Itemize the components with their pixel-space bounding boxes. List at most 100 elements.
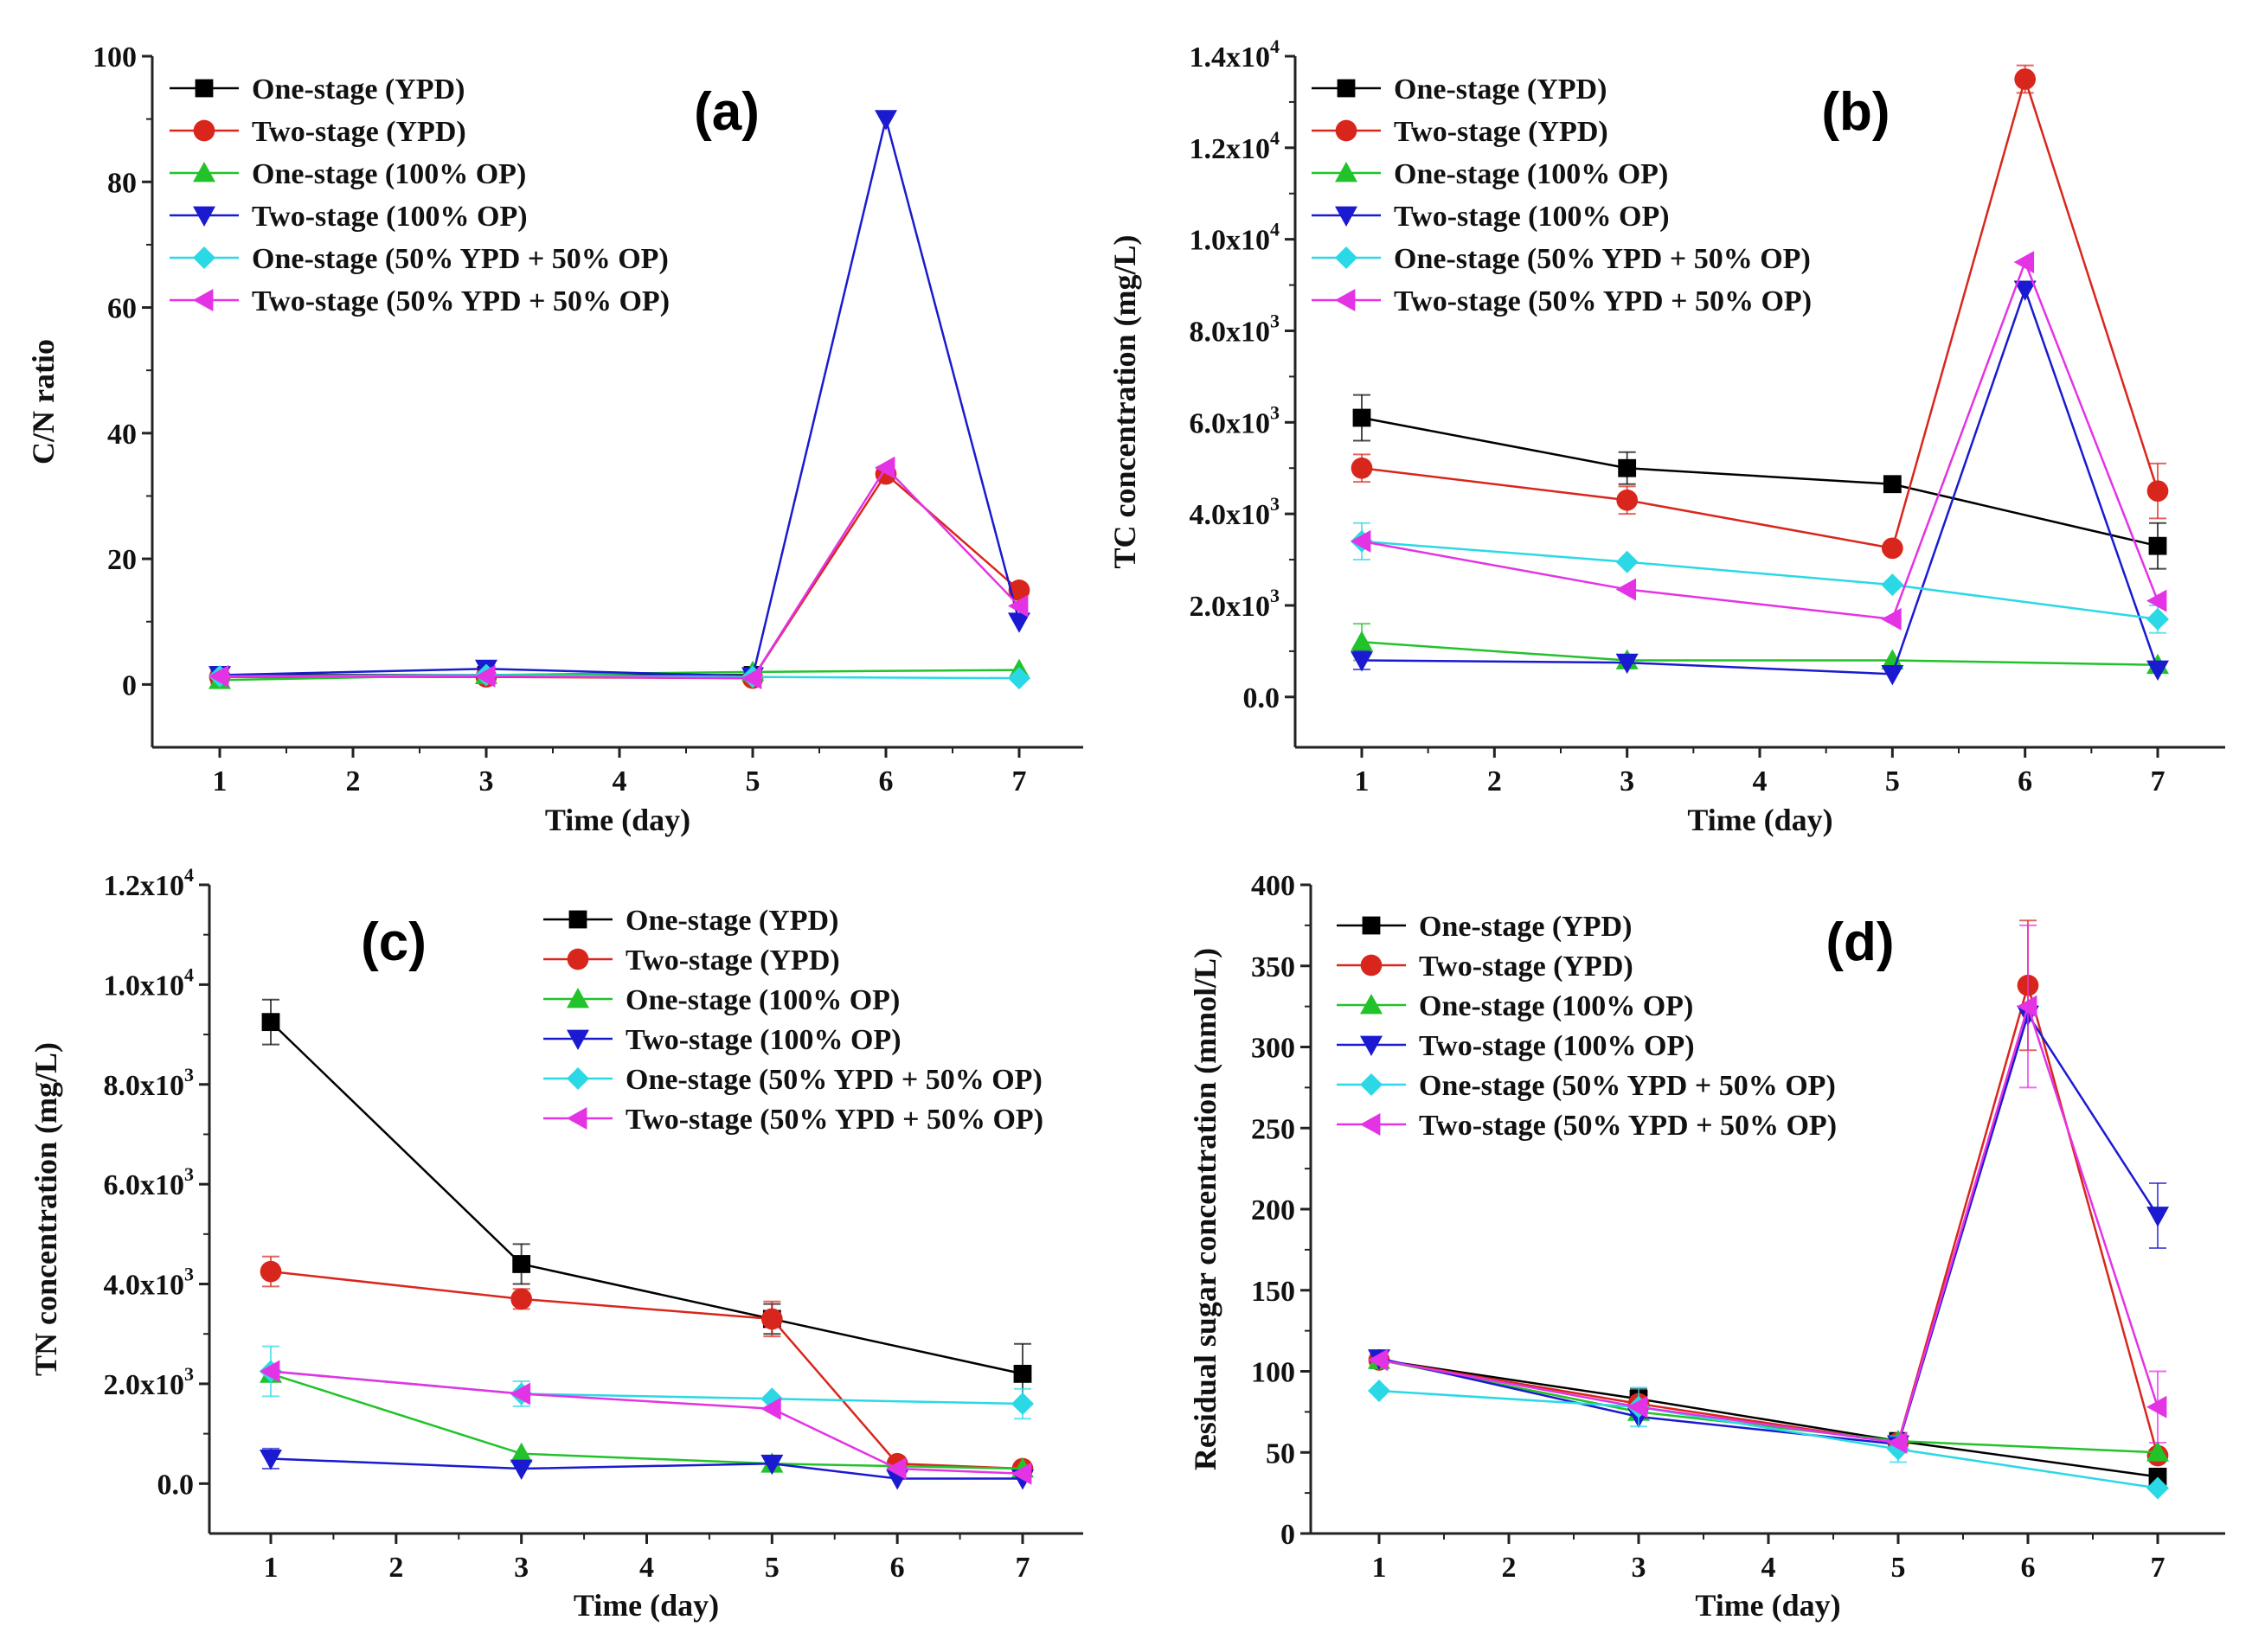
y-tick-exponent: 3 <box>1270 585 1280 606</box>
x-tick-label: 2 <box>346 765 361 797</box>
y-tick-label: 300 <box>1251 1033 1295 1065</box>
legend: One-stage (YPD) Two-stage (YPD) One-stage … <box>1312 74 1812 317</box>
data-point <box>1881 649 1904 669</box>
data-point <box>2146 1395 2167 1418</box>
legend-marker <box>1360 1113 1381 1136</box>
series-1 <box>261 998 1032 1405</box>
series-3 <box>209 658 1030 689</box>
legend-marker <box>567 948 589 970</box>
data-point <box>760 1308 783 1330</box>
panel-label: (a) <box>694 82 760 142</box>
y-tick-label: 1.4x104 <box>1190 35 1280 74</box>
panel-label: (d) <box>1825 912 1894 972</box>
data-point <box>875 110 897 131</box>
data-point <box>2017 995 2037 1018</box>
panel-label: (c) <box>361 912 427 972</box>
y-axis-title: C/N ratio <box>26 339 61 464</box>
series-2 <box>1351 64 2169 560</box>
series-4 <box>1351 280 2169 686</box>
legend-entry: One-stage (100% OP) <box>626 984 900 1016</box>
series-line <box>1361 416 2159 547</box>
y-tick-label: 200 <box>1251 1194 1295 1226</box>
x-tick-label: 5 <box>746 765 760 797</box>
x-axis-title: Time (day) <box>574 1588 719 1623</box>
series-line <box>1378 1359 2159 1454</box>
y-tick-label: 1.0x104 <box>1190 219 1280 257</box>
y-tick-label: 350 <box>1251 951 1295 983</box>
panel-label: (b) <box>1821 82 1890 142</box>
legend-marker <box>1337 79 1356 98</box>
y-tick-exponent: 3 <box>184 1363 194 1385</box>
data-point <box>760 1454 784 1476</box>
series-4 <box>209 110 1030 688</box>
x-tick-label: 3 <box>1620 765 1634 797</box>
x-tick-label: 6 <box>2021 1552 2036 1584</box>
legend-entry: Two-stage (100% OP) <box>1419 1030 1695 1062</box>
x-tick-label: 5 <box>765 1552 780 1584</box>
x-tick-label: 1 <box>1372 1552 1387 1584</box>
legend-entry: Two-stage (50% YPD + 50% OP) <box>1394 285 1812 317</box>
y-tick-label: 50 <box>1266 1437 1295 1470</box>
legend-marker <box>193 289 214 311</box>
x-tick-label: 2 <box>388 1552 403 1584</box>
series-line <box>1361 540 2159 621</box>
data-point <box>1351 651 1373 672</box>
y-tick-label: 1.0x104 <box>104 964 195 1002</box>
legend-marker <box>1360 1073 1383 1096</box>
legend-entry: One-stage (50% YPD + 50% OP) <box>626 1064 1043 1096</box>
x-tick-label: 6 <box>2018 765 2032 797</box>
legend-marker <box>567 988 589 1008</box>
data-point <box>1881 573 1904 597</box>
legend-entry: Two-stage (YPD) <box>1394 116 1608 148</box>
series-3 <box>1351 623 2169 675</box>
y-tick-exponent: 4 <box>1270 219 1280 240</box>
data-point <box>1011 1393 1034 1415</box>
data-point <box>2013 251 2035 274</box>
series-line <box>220 465 1020 680</box>
y-tick-label: 400 <box>1251 870 1295 902</box>
data-point <box>1368 1380 1390 1402</box>
panel-d: 0 50 100 150 200 250 300 350 400 1 2 3 4 5 6 7 Time (day… <box>1188 870 2225 1623</box>
panel-c: 0.0 2.0x103 4.0x103 6.0x103 8.0x103 1.0x104 1.… <box>29 864 1083 1623</box>
legend-entry: Two-stage (100% OP) <box>626 1024 902 1056</box>
data-point <box>475 664 496 688</box>
x-tick-label: 3 <box>479 765 494 797</box>
data-point <box>741 667 762 690</box>
series-3 <box>1368 1348 2169 1462</box>
data-point <box>760 1397 781 1420</box>
y-axis-title: TN concentration (mg/L) <box>29 1042 63 1376</box>
series-5 <box>1368 1380 2169 1500</box>
y-tick-exponent: 4 <box>184 964 194 985</box>
data-point <box>2148 1467 2167 1486</box>
data-point <box>1368 1348 1389 1372</box>
y-tick-label: 250 <box>1251 1113 1295 1145</box>
legend-entry: One-stage (50% YPD + 50% OP) <box>1394 243 1811 275</box>
legend-entry: One-stage (100% OP) <box>1419 990 1693 1022</box>
data-point <box>2146 607 2169 631</box>
y-tick-label: 60 <box>107 293 137 325</box>
y-tick-label: 8.0x103 <box>1190 310 1280 348</box>
series-1 <box>1370 1350 2167 1486</box>
y-tick-exponent: 3 <box>184 1163 194 1185</box>
x-tick-label: 3 <box>514 1552 529 1584</box>
data-point <box>261 1013 280 1032</box>
x-tick-label: 7 <box>2151 1552 2166 1584</box>
data-point <box>1351 631 1373 651</box>
panel-b: 0.0 2.0x103 4.0x103 6.0x103 8.0x103 1.0x104 1.… <box>1107 35 2225 837</box>
data-point <box>886 1457 907 1480</box>
y-tick-exponent: 3 <box>184 1064 194 1085</box>
x-tick-label: 6 <box>890 1552 905 1584</box>
data-point <box>1618 458 1637 477</box>
x-tick-label: 3 <box>1632 1552 1646 1584</box>
data-point <box>1008 667 1030 690</box>
data-point <box>1352 408 1371 427</box>
series-line <box>1378 1389 2159 1489</box>
y-tick-label: 4.0x103 <box>104 1264 195 1302</box>
data-point <box>260 1450 282 1470</box>
y-tick-label: 20 <box>107 544 137 576</box>
x-tick-label: 4 <box>613 765 627 797</box>
legend-entry: One-stage (100% OP) <box>1394 158 1668 190</box>
y-tick-label: 0 <box>1280 1519 1295 1551</box>
legend-marker <box>1362 916 1381 935</box>
data-point <box>209 664 229 688</box>
